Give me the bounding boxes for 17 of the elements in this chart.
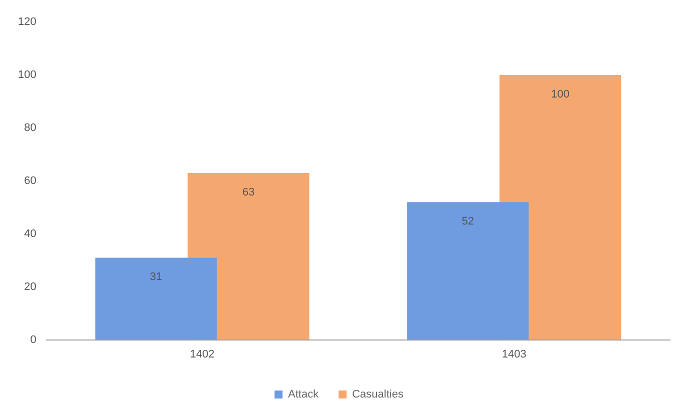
y-tick-label: 40 <box>24 228 36 240</box>
y-tick-label: 0 <box>30 334 36 346</box>
bar <box>407 202 529 340</box>
y-tick-label: 80 <box>24 122 36 134</box>
x-tick-label: 1403 <box>502 348 526 360</box>
y-tick-label: 60 <box>24 174 36 187</box>
y-tick-label: 20 <box>24 280 36 293</box>
data-label: 52 <box>462 216 474 228</box>
data-label: 31 <box>150 271 162 284</box>
x-tick-label: 1402 <box>190 348 215 360</box>
data-label: 63 <box>242 186 255 198</box>
y-tick-label: 120 <box>18 16 36 28</box>
bar <box>95 258 217 340</box>
y-tick-label: 100 <box>18 69 36 81</box>
data-label: 100 <box>551 88 570 100</box>
legend-label: Attack <box>288 388 320 401</box>
legend-label: Casualties <box>352 388 404 401</box>
